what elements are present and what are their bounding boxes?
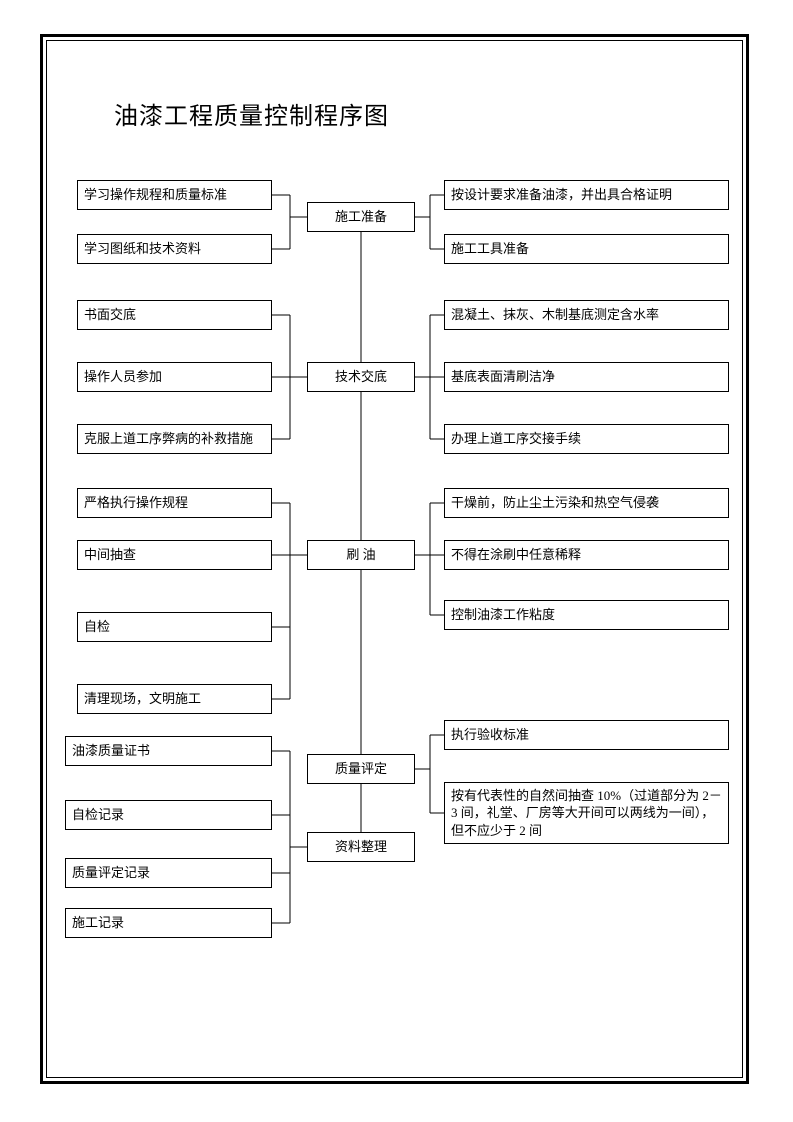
node-L6: 严格执行操作规程 (77, 488, 272, 518)
node-L8: 自检 (77, 612, 272, 642)
node-R9: 执行验收标准 (444, 720, 729, 750)
node-L7: 中间抽查 (77, 540, 272, 570)
node-L1: 学习操作规程和质量标准 (77, 180, 272, 210)
node-R3: 混凝土、抹灰、木制基底测定含水率 (444, 300, 729, 330)
node-C1: 施工准备 (307, 202, 415, 232)
page-title: 油漆工程质量控制程序图 (114, 96, 389, 131)
node-R6: 干燥前，防止尘土污染和热空气侵袭 (444, 488, 729, 518)
node-C3: 刷 油 (307, 540, 415, 570)
node-R1: 按设计要求准备油漆，并出具合格证明 (444, 180, 729, 210)
node-C4: 质量评定 (307, 754, 415, 784)
node-R2: 施工工具准备 (444, 234, 729, 264)
node-L2: 学习图纸和技术资料 (77, 234, 272, 264)
node-C2: 技术交底 (307, 362, 415, 392)
node-R7: 不得在涂刷中任意稀释 (444, 540, 729, 570)
node-L13: 施工记录 (65, 908, 272, 938)
node-R5: 办理上道工序交接手续 (444, 424, 729, 454)
node-L11: 自检记录 (65, 800, 272, 830)
node-L4: 操作人员参加 (77, 362, 272, 392)
node-L9: 清理现场，文明施工 (77, 684, 272, 714)
node-R8: 控制油漆工作粘度 (444, 600, 729, 630)
node-C5: 资料整理 (307, 832, 415, 862)
node-R10: 按有代表性的自然间抽查 10%（过道部分为 2－3 间，礼堂、厂房等大开间可以两… (444, 782, 729, 844)
node-L10: 油漆质量证书 (65, 736, 272, 766)
node-R4: 基底表面清刷洁净 (444, 362, 729, 392)
node-L12: 质量评定记录 (65, 858, 272, 888)
node-L5: 克服上道工序弊病的补救措施 (77, 424, 272, 454)
node-L3: 书面交底 (77, 300, 272, 330)
